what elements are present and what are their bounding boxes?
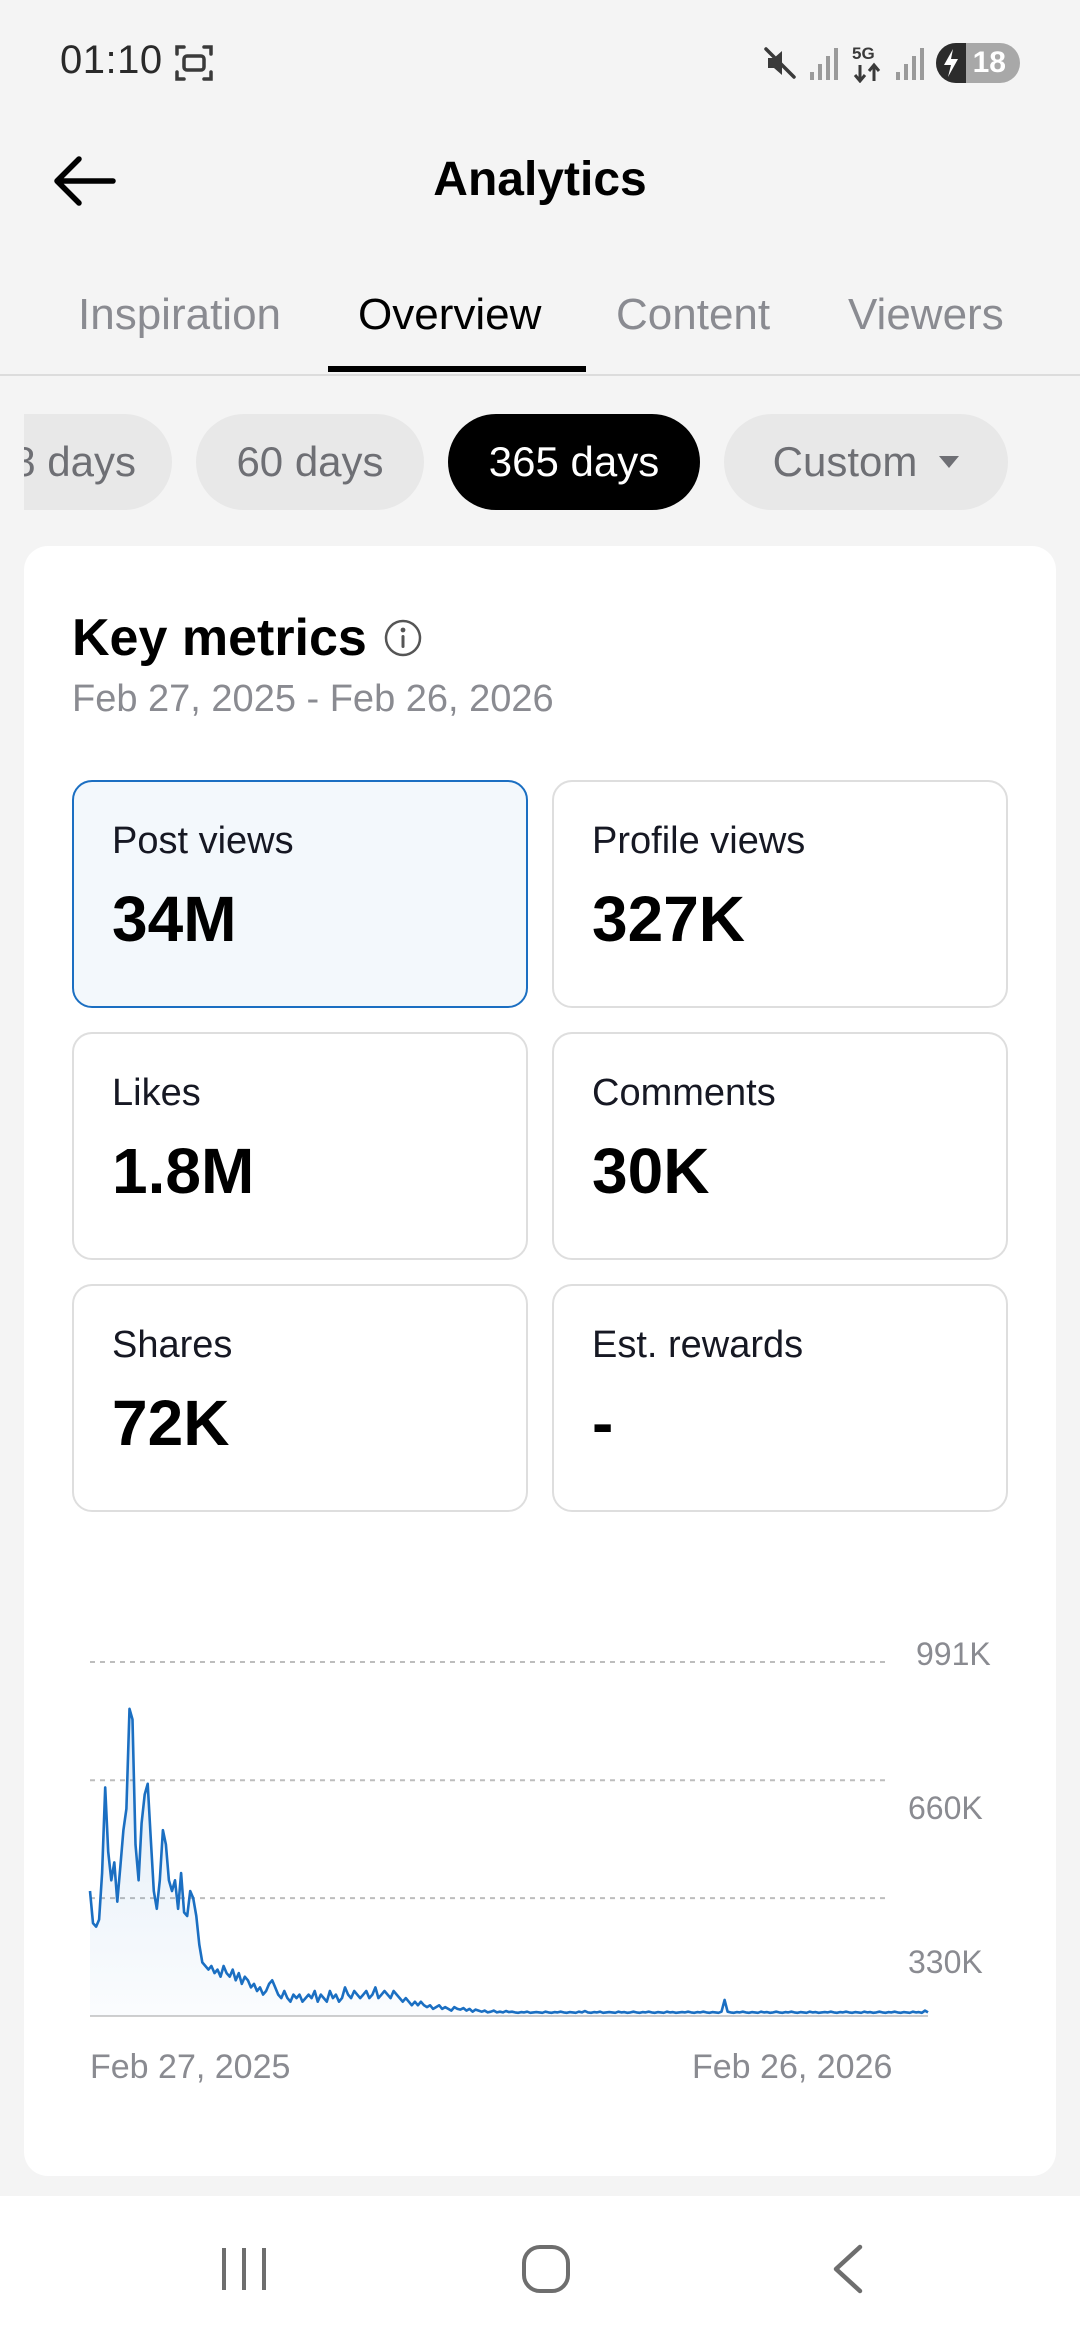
signal-icon	[810, 48, 838, 80]
header: Analytics	[0, 126, 1080, 236]
chip-label: 60 days	[236, 438, 384, 485]
metric-label: Est. rewards	[592, 1324, 804, 1366]
y-tick-label: 991K	[916, 1636, 991, 1672]
metric-likes[interactable]: Likes 1.8M	[72, 1032, 528, 1260]
tab-viewers[interactable]: Viewers	[848, 290, 1004, 339]
info-icon[interactable]	[383, 618, 423, 658]
metric-label: Profile views	[592, 820, 806, 862]
signal-icon	[896, 48, 924, 80]
metric-value: 72K	[112, 1387, 230, 1459]
post-views-chart: 991K 660K 330K Feb 27, 2025 Feb 26, 2026	[24, 1566, 1056, 2126]
mute-icon	[764, 47, 796, 79]
chip-label: 365 days	[488, 438, 660, 485]
battery-charging-icon	[936, 43, 966, 83]
metric-profile-views[interactable]: Profile views 327K	[552, 780, 1008, 1008]
chip-label: Custom	[772, 438, 918, 485]
caret-down-icon	[939, 456, 960, 468]
y-tick-label: 660K	[908, 1790, 983, 1826]
home-icon	[522, 2245, 570, 2293]
screenshot-icon	[175, 45, 213, 81]
series-area	[90, 1708, 928, 2016]
back-icon	[833, 2244, 863, 2294]
battery-indicator: 18	[936, 43, 1020, 83]
tab-overview[interactable]: Overview	[358, 290, 542, 339]
metric-label: Likes	[112, 1072, 201, 1114]
series-line	[88, 1707, 929, 2015]
chip-custom[interactable]: Custom	[724, 414, 1008, 510]
metric-value: -	[592, 1387, 614, 1459]
battery-level: 18	[972, 46, 1006, 79]
status-bar: 01:10 5G	[0, 0, 1080, 126]
home-button[interactable]	[506, 2234, 586, 2304]
key-metrics-card: Key metrics Feb 27, 2025 - Feb 26, 2026 …	[24, 546, 1056, 2176]
metric-label: Comments	[592, 1072, 776, 1114]
chip-365-days[interactable]: 365 days	[448, 414, 700, 510]
active-tab-indicator	[328, 366, 586, 372]
chip-60-days[interactable]: 60 days	[196, 414, 424, 510]
metric-post-views[interactable]: Post views 34M	[72, 780, 528, 1008]
arrow-left-icon	[54, 156, 116, 206]
back-button[interactable]	[44, 146, 124, 216]
status-icons: 5G 18	[762, 40, 1020, 86]
recent-apps-button[interactable]	[204, 2234, 284, 2304]
metric-value: 34M	[112, 883, 237, 955]
y-tick-label: 330K	[908, 1944, 983, 1980]
metric-value: 327K	[592, 883, 745, 955]
tab-content[interactable]: Content	[616, 290, 771, 339]
date-filter-chips: 28 days 60 days 365 days Custom	[24, 414, 1080, 510]
tab-bar: Inspiration Overview Content Viewers	[0, 270, 1080, 376]
metric-comments[interactable]: Comments 30K	[552, 1032, 1008, 1260]
page-title: Analytics	[433, 153, 647, 206]
metric-shares[interactable]: Shares 72K	[72, 1284, 528, 1512]
svg-text:5G: 5G	[852, 44, 875, 63]
recent-apps-icon	[222, 2248, 266, 2290]
tab-inspiration[interactable]: Inspiration	[78, 290, 282, 339]
status-time: 01:10	[60, 38, 163, 82]
chart-plot	[88, 1661, 929, 2017]
x-tick-label-start: Feb 27, 2025	[90, 2048, 291, 2086]
x-tick-label-end: Feb 26, 2026	[692, 2048, 893, 2086]
metric-value: 30K	[592, 1135, 710, 1207]
5g-icon: 5G	[852, 44, 881, 83]
system-nav-bar	[0, 2196, 1080, 2340]
card-title: Key metrics	[72, 609, 367, 667]
chip-28-days[interactable]: 28 days	[24, 414, 172, 510]
metric-est-rewards[interactable]: Est. rewards -	[552, 1284, 1008, 1512]
system-back-button[interactable]	[808, 2234, 888, 2304]
metric-label: Post views	[112, 820, 294, 862]
metric-label: Shares	[112, 1324, 233, 1366]
date-range: Feb 27, 2025 - Feb 26, 2026	[72, 678, 554, 720]
card-title-row: Key metrics	[72, 608, 423, 668]
chip-label: 28 days	[24, 438, 136, 485]
metric-value: 1.8M	[112, 1135, 255, 1207]
